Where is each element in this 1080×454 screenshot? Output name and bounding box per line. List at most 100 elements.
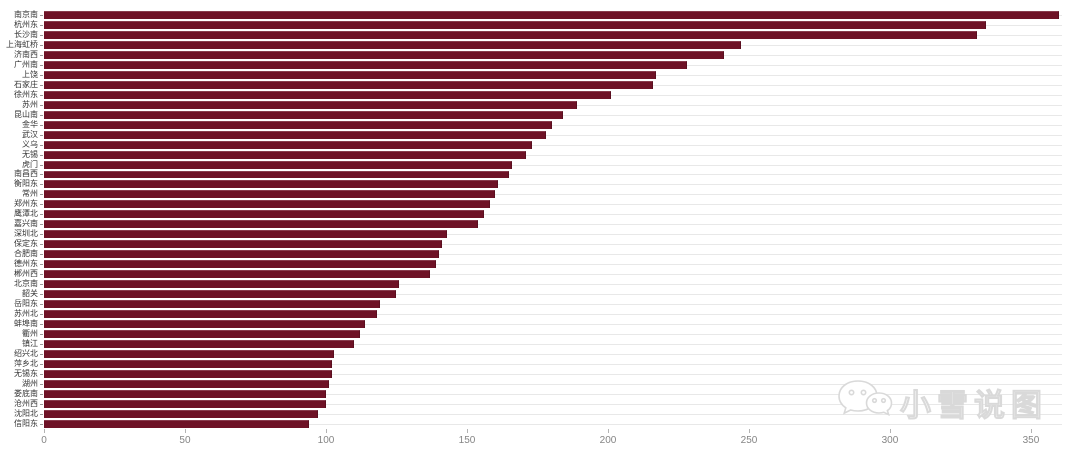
gridline xyxy=(44,294,1062,296)
y-tick-mark xyxy=(38,100,44,110)
category-label: 常州 xyxy=(22,189,38,199)
bar xyxy=(44,369,332,378)
category-label: 南京南 xyxy=(14,9,38,19)
bar xyxy=(44,300,380,309)
row-plot-segment xyxy=(44,409,1062,419)
bar xyxy=(44,130,546,139)
bar-row: 苏州 xyxy=(0,100,1062,110)
bar-row: 衡阳东 xyxy=(0,179,1062,189)
row-plot-segment xyxy=(44,289,1062,299)
gridline xyxy=(44,343,1062,345)
gridline xyxy=(44,403,1062,405)
y-tick-mark xyxy=(38,259,44,269)
row-plot-segment xyxy=(44,299,1062,309)
category-label: 苏州 xyxy=(22,99,38,109)
y-tick-mark xyxy=(38,339,44,349)
category-label: 无锡东 xyxy=(14,368,38,378)
bar xyxy=(44,120,552,129)
row-plot-segment xyxy=(44,120,1062,130)
gridline xyxy=(44,174,1062,176)
category-label: 保定东 xyxy=(14,239,38,249)
bar xyxy=(44,170,510,179)
y-tick-mark xyxy=(38,229,44,239)
y-tick-mark xyxy=(38,419,44,429)
x-tick-mark xyxy=(1030,429,1032,433)
category-label: 郴州西 xyxy=(14,269,38,279)
category-label: 嘉兴南 xyxy=(14,219,38,229)
gridline xyxy=(44,164,1062,166)
gridline xyxy=(44,264,1062,266)
bar-row: 湖州 xyxy=(0,379,1062,389)
y-tick-mark xyxy=(38,239,44,249)
y-tick-mark xyxy=(38,399,44,409)
x-tick-label: 150 xyxy=(458,435,476,446)
y-tick-mark xyxy=(38,110,44,120)
bar xyxy=(44,20,986,29)
bar xyxy=(44,419,310,428)
gridline xyxy=(44,314,1062,316)
gridline xyxy=(44,363,1062,365)
category-label: 石家庄 xyxy=(14,79,38,89)
y-tick-mark xyxy=(38,349,44,359)
x-tick-label: 200 xyxy=(599,435,617,446)
y-tick-mark xyxy=(38,90,44,100)
y-tick-mark xyxy=(38,379,44,389)
gridline xyxy=(44,224,1062,226)
bar xyxy=(44,180,498,189)
y-tick-mark xyxy=(38,140,44,150)
bar xyxy=(44,260,436,269)
y-tick-mark xyxy=(38,319,44,329)
x-tick-label: 50 xyxy=(179,435,191,446)
gridline xyxy=(44,204,1062,206)
bar xyxy=(44,80,654,89)
gridline xyxy=(44,333,1062,335)
bar xyxy=(44,230,448,239)
bar-row: 嘉兴南 xyxy=(0,219,1062,229)
x-tick-label: 250 xyxy=(740,435,758,446)
bar xyxy=(44,339,355,348)
bar xyxy=(44,50,724,59)
category-label: 衢州 xyxy=(22,328,38,338)
y-tick-mark xyxy=(38,409,44,419)
bar-row: 蚌埠南 xyxy=(0,319,1062,329)
category-label: 南昌西 xyxy=(14,169,38,179)
x-tick-label: 350 xyxy=(1022,435,1040,446)
bar-row: 岳阳东 xyxy=(0,299,1062,309)
bar xyxy=(44,70,656,79)
y-tick-mark xyxy=(38,150,44,160)
y-tick-mark xyxy=(38,279,44,289)
category-label: 虎门 xyxy=(22,159,38,169)
y-tick-mark xyxy=(38,289,44,299)
bar xyxy=(44,160,513,169)
x-axis: 0 50 100 150 200 250 300 350 xyxy=(41,429,1062,454)
row-plot-segment xyxy=(44,209,1062,219)
row-plot-segment xyxy=(44,319,1062,329)
bar-row: 昆山南 xyxy=(0,110,1062,120)
gridline xyxy=(44,373,1062,375)
row-plot-segment xyxy=(44,249,1062,259)
x-tick-mark xyxy=(44,429,45,433)
y-tick-mark xyxy=(38,359,44,369)
bar xyxy=(44,90,611,99)
category-label: 北京南 xyxy=(14,279,38,289)
row-plot-segment xyxy=(44,100,1062,110)
bar-row: 绍兴北 xyxy=(0,349,1062,359)
bar-row: 济南西 xyxy=(0,50,1062,60)
gridline xyxy=(44,284,1062,286)
bar-row: 合肥南 xyxy=(0,249,1062,259)
x-tick-mark xyxy=(325,429,327,433)
category-label: 娄底南 xyxy=(14,388,38,398)
y-tick-mark xyxy=(38,389,44,399)
category-label: 上海虹桥 xyxy=(6,39,38,49)
gridline xyxy=(44,124,1062,126)
bar xyxy=(44,330,360,338)
category-label: 义乌 xyxy=(22,139,38,149)
row-plot-segment xyxy=(44,150,1062,160)
y-tick-mark xyxy=(38,120,44,130)
bar-row: 杭州东 xyxy=(0,20,1062,30)
x-tick-label: 0 xyxy=(41,435,47,446)
plot-area: 南京南 杭州东 长沙南 上海虹桥 济南西 广州南 上饶 石家庄 徐州东 苏州 昆山南 金华 武汉 义乌 无锡… xyxy=(0,10,1062,429)
x-tick-mark xyxy=(889,429,891,433)
row-plot-segment xyxy=(44,229,1062,239)
gridline xyxy=(44,304,1062,306)
